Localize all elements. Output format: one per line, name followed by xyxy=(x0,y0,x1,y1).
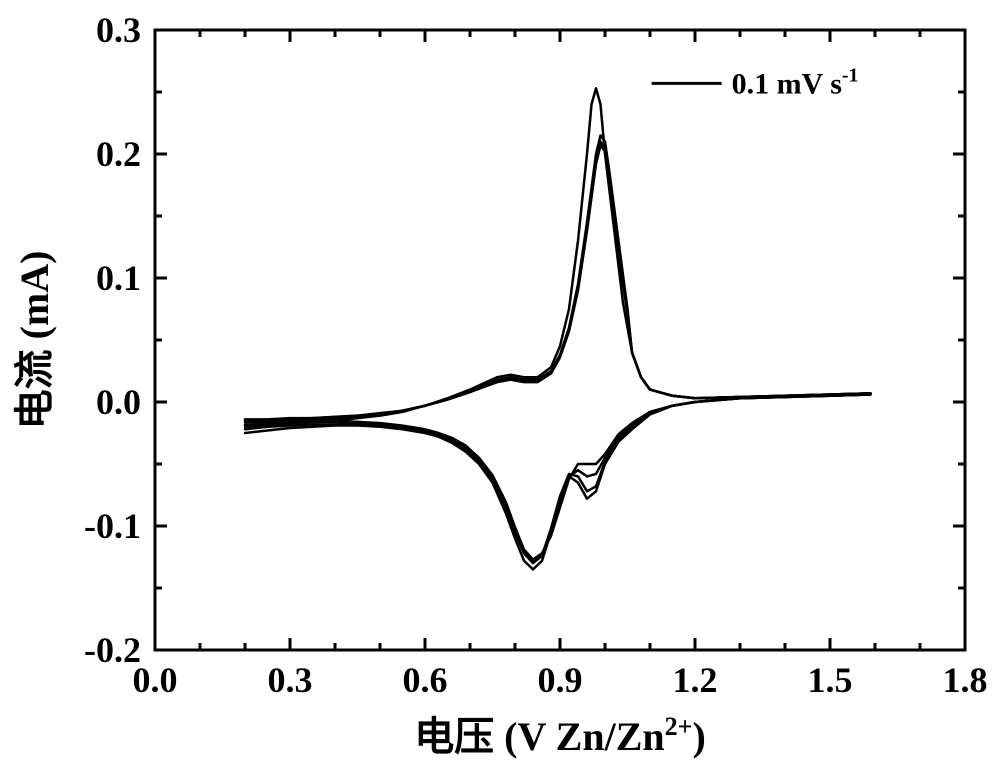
svg-text:0.9: 0.9 xyxy=(538,660,583,700)
svg-text:0.3: 0.3 xyxy=(268,660,313,700)
svg-text:0.2: 0.2 xyxy=(96,134,141,174)
svg-text:0.1 mV s-1: 0.1 mV s-1 xyxy=(732,64,859,100)
svg-text:1.5: 1.5 xyxy=(808,660,853,700)
svg-text:1.2: 1.2 xyxy=(673,660,718,700)
svg-text:1.8: 1.8 xyxy=(943,660,988,700)
svg-text:电流 (mA): 电流 (mA) xyxy=(12,251,57,430)
cv-chart-svg: 0.00.30.60.91.21.51.8-0.2-0.10.00.10.20.… xyxy=(0,0,1000,773)
svg-text:-0.2: -0.2 xyxy=(84,630,141,670)
svg-text:电压 (V Zn/Zn2+): 电压 (V Zn/Zn2+) xyxy=(414,712,706,759)
svg-text:0.0: 0.0 xyxy=(96,382,141,422)
svg-text:-0.1: -0.1 xyxy=(84,506,141,546)
svg-text:0.6: 0.6 xyxy=(403,660,448,700)
cv-chart-container: 0.00.30.60.91.21.51.8-0.2-0.10.00.10.20.… xyxy=(0,0,1000,773)
svg-text:0.1: 0.1 xyxy=(96,258,141,298)
svg-text:0.3: 0.3 xyxy=(96,10,141,50)
